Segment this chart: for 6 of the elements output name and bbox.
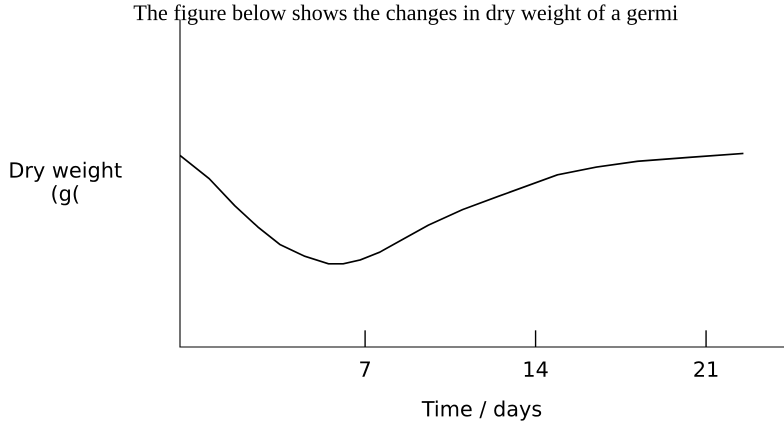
x-tick-label: 21 xyxy=(694,361,718,377)
y-axis-title: Dry weight (g( xyxy=(10,162,122,206)
x-axis-title: Time / days xyxy=(422,400,542,421)
chart-title: The figure below shows the changes in dry weight of a germi xyxy=(134,4,678,25)
x-tick-label: 14 xyxy=(524,362,548,377)
x-tick-label: 7 xyxy=(360,362,370,377)
